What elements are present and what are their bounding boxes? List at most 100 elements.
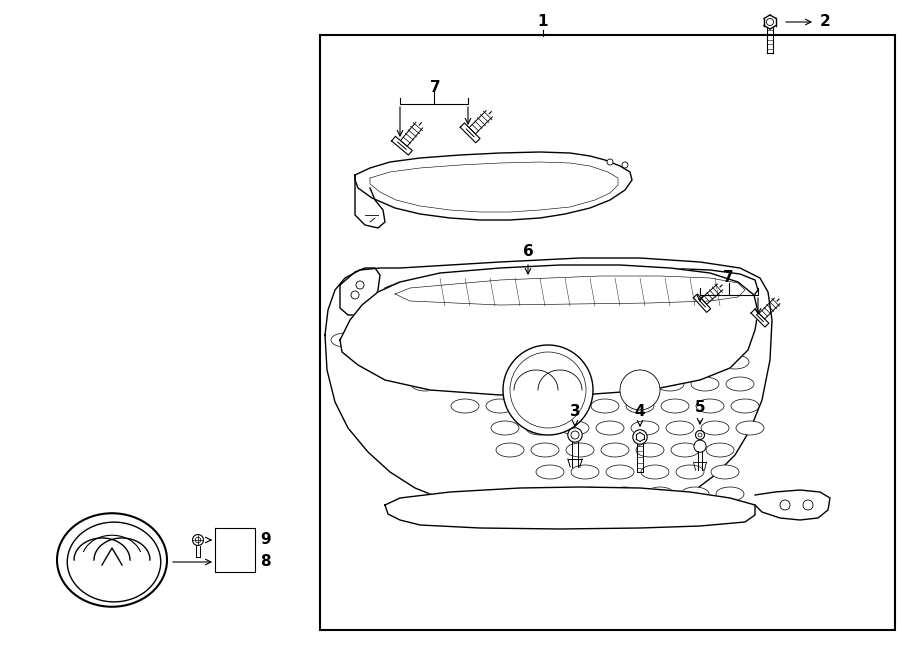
Ellipse shape [576, 487, 604, 501]
Circle shape [351, 291, 359, 299]
Ellipse shape [526, 421, 554, 435]
Ellipse shape [68, 522, 161, 602]
Ellipse shape [716, 487, 744, 501]
Ellipse shape [601, 443, 629, 457]
Ellipse shape [701, 421, 729, 435]
Ellipse shape [711, 465, 739, 479]
Polygon shape [392, 136, 412, 155]
Polygon shape [340, 265, 758, 395]
Text: 7: 7 [723, 270, 734, 286]
Ellipse shape [571, 465, 599, 479]
Ellipse shape [731, 399, 759, 413]
Ellipse shape [636, 443, 664, 457]
Ellipse shape [611, 487, 639, 501]
Text: 9: 9 [260, 533, 271, 547]
Ellipse shape [446, 377, 474, 391]
Circle shape [698, 433, 702, 437]
Ellipse shape [411, 377, 439, 391]
Circle shape [195, 537, 201, 543]
Circle shape [633, 430, 647, 444]
Polygon shape [385, 487, 755, 529]
Polygon shape [340, 268, 380, 315]
Ellipse shape [561, 421, 589, 435]
Ellipse shape [651, 355, 679, 369]
Ellipse shape [576, 333, 604, 347]
Ellipse shape [471, 333, 499, 347]
Circle shape [510, 352, 586, 428]
Ellipse shape [726, 377, 754, 391]
Ellipse shape [406, 355, 434, 369]
Bar [320, 35, 895, 630]
Ellipse shape [626, 399, 654, 413]
Ellipse shape [496, 443, 524, 457]
Circle shape [696, 430, 705, 440]
Ellipse shape [57, 513, 167, 607]
Text: 1: 1 [538, 15, 548, 30]
Circle shape [780, 500, 790, 510]
Ellipse shape [516, 377, 544, 391]
Ellipse shape [596, 421, 624, 435]
Ellipse shape [506, 333, 534, 347]
Ellipse shape [691, 377, 719, 391]
Polygon shape [355, 175, 385, 228]
Circle shape [620, 370, 660, 410]
Ellipse shape [511, 355, 539, 369]
Ellipse shape [476, 355, 504, 369]
Circle shape [503, 345, 593, 435]
Text: 7: 7 [429, 81, 440, 95]
Ellipse shape [606, 465, 634, 479]
Ellipse shape [556, 399, 584, 413]
Polygon shape [355, 152, 632, 220]
Text: 8: 8 [260, 555, 271, 570]
Circle shape [767, 19, 773, 26]
Ellipse shape [481, 377, 509, 391]
Polygon shape [325, 258, 772, 513]
Text: 3: 3 [570, 405, 580, 420]
Polygon shape [755, 490, 830, 520]
Ellipse shape [656, 377, 684, 391]
Ellipse shape [366, 333, 394, 347]
Ellipse shape [581, 355, 609, 369]
Ellipse shape [436, 333, 464, 347]
Ellipse shape [681, 487, 709, 501]
Circle shape [622, 162, 628, 168]
Polygon shape [460, 123, 480, 143]
Text: 2: 2 [820, 15, 831, 30]
Circle shape [193, 535, 203, 545]
Polygon shape [751, 309, 769, 327]
Text: 5: 5 [695, 401, 706, 416]
Ellipse shape [666, 421, 694, 435]
Ellipse shape [676, 465, 704, 479]
Ellipse shape [451, 399, 479, 413]
Ellipse shape [646, 487, 674, 501]
Text: 6: 6 [523, 245, 534, 260]
Ellipse shape [531, 443, 559, 457]
Ellipse shape [621, 377, 649, 391]
Ellipse shape [401, 333, 429, 347]
Ellipse shape [706, 443, 734, 457]
Ellipse shape [566, 443, 594, 457]
Circle shape [356, 281, 364, 289]
Ellipse shape [536, 465, 564, 479]
Text: 4: 4 [634, 405, 645, 420]
Ellipse shape [541, 333, 569, 347]
Ellipse shape [646, 333, 674, 347]
Ellipse shape [546, 355, 574, 369]
Ellipse shape [551, 377, 579, 391]
Ellipse shape [736, 421, 764, 435]
Ellipse shape [521, 399, 549, 413]
Ellipse shape [611, 333, 639, 347]
Ellipse shape [681, 333, 709, 347]
Ellipse shape [671, 443, 699, 457]
Polygon shape [380, 268, 758, 312]
Ellipse shape [696, 399, 724, 413]
Polygon shape [693, 294, 711, 313]
Ellipse shape [331, 333, 359, 347]
Ellipse shape [641, 465, 669, 479]
Ellipse shape [591, 399, 619, 413]
Ellipse shape [721, 355, 749, 369]
Ellipse shape [486, 399, 514, 413]
Ellipse shape [491, 421, 519, 435]
Circle shape [694, 440, 706, 452]
Ellipse shape [661, 399, 689, 413]
